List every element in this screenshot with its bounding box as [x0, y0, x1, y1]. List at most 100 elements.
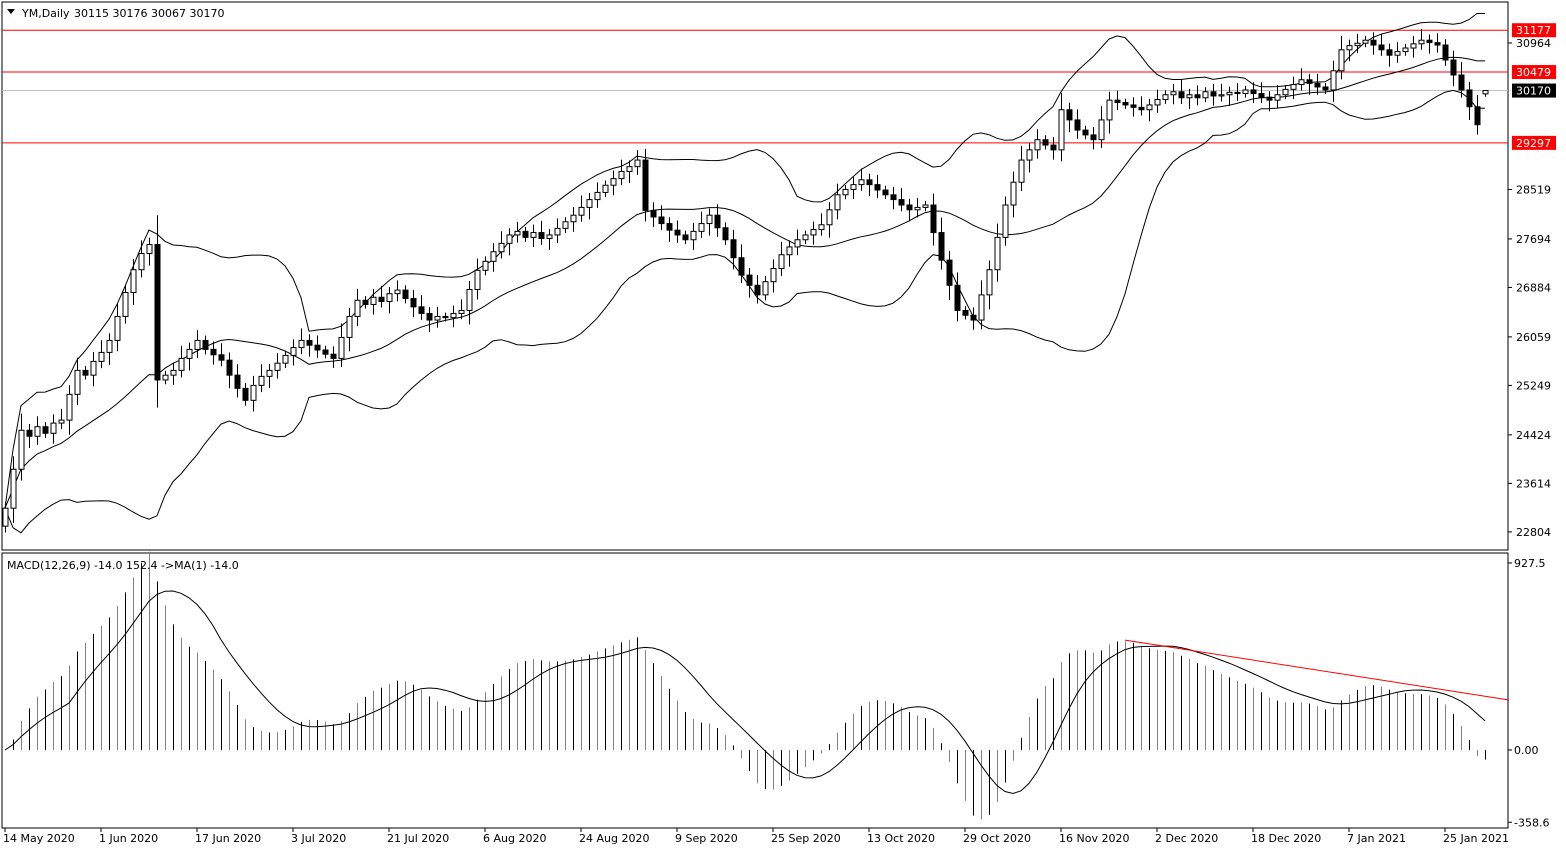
- candle-body: [834, 194, 841, 211]
- candle: [2, 501, 9, 533]
- candle: [1082, 125, 1089, 140]
- candle-body: [1162, 94, 1169, 101]
- candle: [466, 280, 473, 325]
- candle-body: [186, 348, 193, 359]
- candle: [1146, 98, 1153, 122]
- candle: [258, 364, 265, 393]
- candle: [762, 276, 769, 301]
- candle-body: [178, 357, 185, 371]
- candle-body: [1186, 94, 1193, 99]
- candle-body: [1386, 49, 1393, 56]
- candle: [602, 180, 609, 198]
- candle: [434, 306, 441, 328]
- candle-body: [610, 178, 617, 186]
- candle-body: [1026, 149, 1033, 161]
- candle: [1394, 42, 1401, 63]
- candle: [1026, 142, 1033, 173]
- candle-body: [114, 315, 121, 341]
- date-tick-label: 9 Sep 2020: [675, 832, 738, 845]
- candle-body: [946, 259, 953, 286]
- candle: [1450, 50, 1457, 87]
- candle-body: [1314, 82, 1321, 88]
- level-price-tag: [1512, 65, 1556, 80]
- candle: [1018, 145, 1025, 191]
- candle: [770, 259, 777, 293]
- candle-body: [1002, 204, 1009, 238]
- candle-body: [1410, 43, 1417, 49]
- candle: [66, 385, 73, 435]
- candle: [1370, 32, 1377, 55]
- candle: [314, 335, 321, 358]
- candle: [1186, 88, 1193, 109]
- candle-body: [1282, 88, 1289, 96]
- candle-body: [538, 232, 545, 240]
- candle: [842, 185, 849, 200]
- price-tick-label: 30964: [1516, 37, 1551, 50]
- date-tick-label: 24 Aug 2020: [579, 832, 649, 845]
- candle-body: [66, 393, 73, 421]
- candle: [58, 408, 65, 429]
- candle: [978, 280, 985, 330]
- candle-body: [466, 288, 473, 311]
- candle-body: [386, 293, 393, 302]
- candle-body: [1010, 181, 1017, 206]
- candle: [1106, 91, 1113, 134]
- dropdown-triangle-icon[interactable]: [7, 9, 15, 14]
- candle-body: [1434, 42, 1441, 46]
- candle-body: [42, 426, 49, 434]
- candle-body: [1338, 49, 1345, 72]
- candle: [194, 330, 201, 358]
- candle-body: [98, 351, 105, 362]
- date-tick-label: 25 Sep 2020: [771, 832, 841, 845]
- candle: [330, 346, 337, 369]
- candle: [114, 303, 121, 352]
- candle: [234, 364, 241, 398]
- macd-pane[interactable]: [1, 552, 1509, 829]
- candle: [1474, 95, 1481, 135]
- candle-body: [266, 369, 273, 377]
- candle: [442, 312, 449, 322]
- candle: [778, 241, 785, 276]
- candle-body: [722, 227, 729, 241]
- candle: [1378, 33, 1385, 56]
- candle: [1002, 196, 1009, 246]
- candle-body: [1402, 47, 1409, 53]
- macd-plot: [4, 551, 1510, 820]
- candle: [178, 345, 185, 378]
- symbol-label: YM,Daily: [21, 7, 70, 20]
- candle-body: [1218, 94, 1225, 97]
- candle-body: [666, 223, 673, 231]
- candle: [794, 229, 801, 256]
- candle-body: [1306, 79, 1313, 84]
- candle: [530, 224, 537, 248]
- candle-body: [1170, 91, 1177, 96]
- candle: [386, 287, 393, 314]
- candle: [1258, 82, 1265, 104]
- candle: [1074, 109, 1081, 139]
- candle-body: [194, 339, 201, 350]
- candle: [50, 414, 57, 444]
- candle: [514, 221, 521, 243]
- candle-body: [154, 244, 161, 381]
- macd-tick-label: 0.00: [1514, 744, 1539, 757]
- candle-body: [58, 419, 65, 424]
- candle-body: [986, 269, 993, 296]
- candle-body: [1354, 42, 1361, 47]
- candle-body: [90, 360, 97, 376]
- candle-body: [226, 359, 233, 376]
- price-pane[interactable]: [1, 1, 1509, 551]
- candle-body: [1106, 99, 1113, 121]
- candle-body: [970, 314, 977, 321]
- candle-body: [130, 269, 137, 293]
- candle: [1354, 33, 1361, 54]
- candle: [898, 188, 905, 212]
- candle-body: [106, 339, 113, 353]
- candle-body: [754, 284, 761, 296]
- candle-body: [1130, 104, 1137, 108]
- candle-body: [898, 199, 905, 206]
- candle-body: [1298, 79, 1305, 86]
- candle: [1162, 90, 1169, 104]
- candle-body: [234, 374, 241, 389]
- date-tick-label: 21 Jul 2020: [387, 832, 449, 845]
